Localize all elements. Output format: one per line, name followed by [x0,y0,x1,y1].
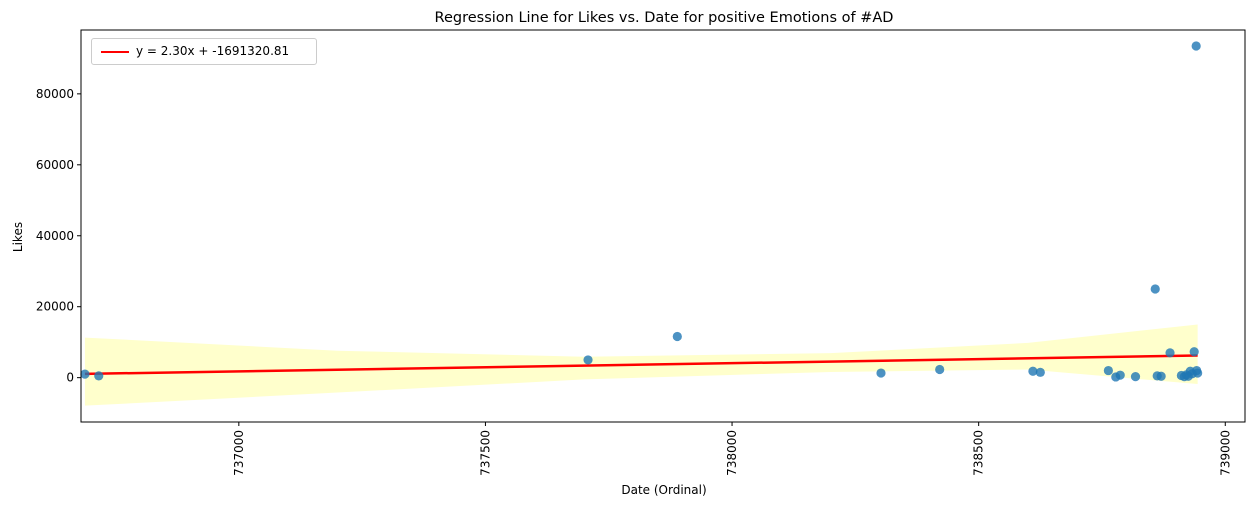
data-point [1115,370,1125,380]
data-point [80,369,90,379]
chart-title: Regression Line for Likes vs. Date for p… [435,10,894,26]
scatter-points-layer [80,41,1203,382]
data-point [94,371,104,381]
y-tick-label: 80000 [36,87,74,101]
y-tick-label: 0 [66,371,74,385]
data-point [1189,347,1199,357]
data-point [876,368,886,378]
x-tick-label: 737000 [232,430,246,476]
regression-line [84,354,1198,376]
data-point [672,331,682,342]
data-point [1165,348,1175,358]
x-tick-label: 739000 [1218,430,1232,476]
plot-frame [80,29,1246,423]
x-tick-label: 737500 [478,430,492,476]
regression-line-layer [84,354,1198,376]
data-point [1103,365,1113,376]
legend-label: y = 2.30x + -1691320.81 [136,44,290,58]
y-axis-label: Likes [11,222,25,252]
y-tick-label: 40000 [36,229,74,243]
x-tick-label: 738000 [725,430,739,476]
x-axis-label: Date (Ordinal) [621,483,706,497]
axes: 737000 737500 738000 738500 739000 0 20000 4000… [36,29,1246,476]
legend: y = 2.30x + -1691320.81 [91,38,317,65]
data-point [1191,41,1201,51]
legend-line-swatch [101,51,129,53]
x-tick-label: 738500 [972,430,986,476]
data-point [1130,371,1141,382]
data-point [1192,365,1202,376]
data-point [1035,367,1045,377]
y-tick-label: 20000 [36,300,74,314]
data-point [1156,371,1166,381]
data-point [1150,284,1160,294]
data-point [935,364,945,375]
y-tick-label: 60000 [36,158,74,172]
data-point [1028,366,1038,376]
data-point [583,355,593,365]
